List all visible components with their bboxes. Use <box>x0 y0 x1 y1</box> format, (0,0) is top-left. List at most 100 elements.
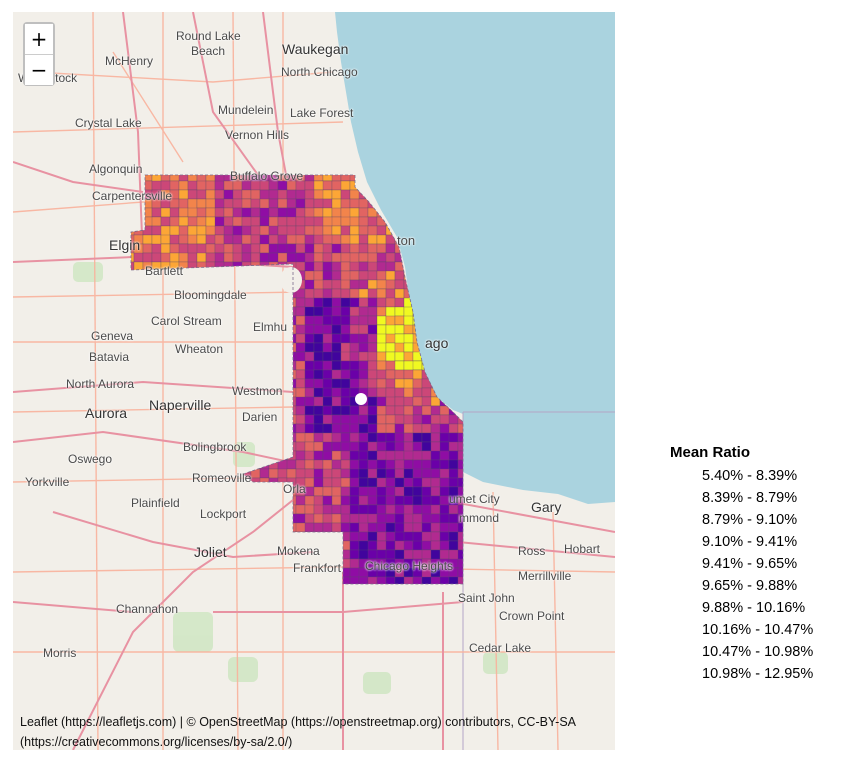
tract-polygon[interactable] <box>403 549 414 560</box>
tract-polygon[interactable] <box>448 540 459 551</box>
tract-polygon[interactable] <box>376 495 387 506</box>
tract-polygon[interactable] <box>376 432 387 443</box>
tract-polygon[interactable] <box>412 423 423 434</box>
tract-polygon[interactable] <box>376 342 387 353</box>
tract-polygon[interactable] <box>457 495 476 506</box>
tract-polygon[interactable] <box>304 459 315 470</box>
tract-polygon[interactable] <box>331 387 342 398</box>
tract-polygon[interactable] <box>322 468 333 479</box>
tract-polygon[interactable] <box>313 306 324 317</box>
tract-polygon[interactable] <box>232 234 243 245</box>
tract-polygon[interactable] <box>232 189 243 200</box>
tract-polygon[interactable] <box>349 549 360 560</box>
tract-polygon[interactable] <box>421 477 432 488</box>
tract-polygon[interactable] <box>394 387 405 398</box>
tract-polygon[interactable] <box>232 252 243 263</box>
tract-polygon[interactable] <box>178 234 189 245</box>
tract-polygon[interactable] <box>457 423 476 434</box>
tract-polygon[interactable] <box>313 351 324 362</box>
tract-polygon[interactable] <box>376 405 387 416</box>
tract-polygon[interactable] <box>304 477 315 488</box>
tract-polygon[interactable] <box>241 207 252 218</box>
tract-polygon[interactable] <box>349 216 360 227</box>
tract-polygon[interactable] <box>241 198 252 209</box>
tract-polygon[interactable] <box>358 279 369 290</box>
tract-polygon[interactable] <box>448 423 459 434</box>
tract-polygon[interactable] <box>376 414 387 425</box>
tract-polygon[interactable] <box>394 423 405 434</box>
tract-polygon[interactable] <box>358 477 369 488</box>
tract-polygon[interactable] <box>259 243 270 254</box>
tract-polygon[interactable] <box>322 486 333 497</box>
tract-polygon[interactable] <box>313 441 324 452</box>
tract-polygon[interactable] <box>430 504 441 515</box>
tract-polygon[interactable] <box>331 279 342 290</box>
tract-polygon[interactable] <box>367 351 378 362</box>
tract-polygon[interactable] <box>358 531 369 542</box>
tract-polygon[interactable] <box>430 432 441 443</box>
tract-polygon[interactable] <box>223 243 234 254</box>
tract-polygon[interactable] <box>340 243 351 254</box>
tract-polygon[interactable] <box>304 342 315 353</box>
tract-polygon[interactable] <box>340 486 351 497</box>
tract-polygon[interactable] <box>268 234 279 245</box>
tract-polygon[interactable] <box>214 180 225 191</box>
tract-polygon[interactable] <box>313 468 324 479</box>
tract-polygon[interactable] <box>331 297 342 308</box>
tract-polygon[interactable] <box>196 180 207 191</box>
tract-polygon[interactable] <box>322 450 333 461</box>
tract-polygon[interactable] <box>295 450 306 461</box>
tract-polygon[interactable] <box>403 342 414 353</box>
tract-polygon[interactable] <box>394 297 405 308</box>
tract-polygon[interactable] <box>196 216 207 227</box>
tract-polygon[interactable] <box>394 495 405 506</box>
tract-polygon[interactable] <box>376 378 387 389</box>
tract-polygon[interactable] <box>304 225 315 236</box>
tract-polygon[interactable] <box>448 531 459 542</box>
tract-polygon[interactable] <box>367 243 378 254</box>
tract-polygon[interactable] <box>412 504 423 515</box>
tract-polygon[interactable] <box>367 369 378 380</box>
tract-polygon[interactable] <box>412 513 423 524</box>
tract-polygon[interactable] <box>358 360 369 371</box>
tract-polygon[interactable] <box>331 216 342 227</box>
tract-polygon[interactable] <box>349 432 360 443</box>
tract-polygon[interactable] <box>349 270 360 281</box>
tract-polygon[interactable] <box>223 234 234 245</box>
tract-polygon[interactable] <box>457 477 476 488</box>
tract-polygon[interactable] <box>331 225 342 236</box>
tract-polygon[interactable] <box>295 414 306 425</box>
tract-polygon[interactable] <box>340 288 351 299</box>
tract-polygon[interactable] <box>385 378 396 389</box>
tract-polygon[interactable] <box>295 315 306 326</box>
tract-polygon[interactable] <box>223 207 234 218</box>
tract-polygon[interactable] <box>295 234 306 245</box>
tract-polygon[interactable] <box>349 315 360 326</box>
tract-polygon[interactable] <box>268 225 279 236</box>
tract-polygon[interactable] <box>358 450 369 461</box>
tract-polygon[interactable] <box>349 477 360 488</box>
tract-polygon[interactable] <box>358 198 369 209</box>
tract-polygon[interactable] <box>340 405 351 416</box>
tract-polygon[interactable] <box>295 306 306 317</box>
tract-polygon[interactable] <box>331 468 342 479</box>
tract-polygon[interactable] <box>340 360 351 371</box>
tract-polygon[interactable] <box>187 180 198 191</box>
tract-polygon[interactable] <box>385 243 396 254</box>
tract-polygon[interactable] <box>331 324 342 335</box>
tract-polygon[interactable] <box>331 504 342 515</box>
tract-polygon[interactable] <box>169 234 180 245</box>
tract-polygon[interactable] <box>259 216 270 227</box>
tract-polygon[interactable] <box>178 180 189 191</box>
tract-polygon[interactable] <box>358 495 369 506</box>
tract-polygon[interactable] <box>268 243 279 254</box>
tract-polygon[interactable] <box>448 504 459 515</box>
tract-polygon[interactable] <box>331 459 342 470</box>
tract-polygon[interactable] <box>304 387 315 398</box>
tract-polygon[interactable] <box>331 243 342 254</box>
tract-polygon[interactable] <box>403 513 414 524</box>
tract-polygon[interactable] <box>376 234 387 245</box>
tract-polygon[interactable] <box>385 342 396 353</box>
tract-polygon[interactable] <box>277 234 288 245</box>
tract-polygon[interactable] <box>394 279 405 290</box>
